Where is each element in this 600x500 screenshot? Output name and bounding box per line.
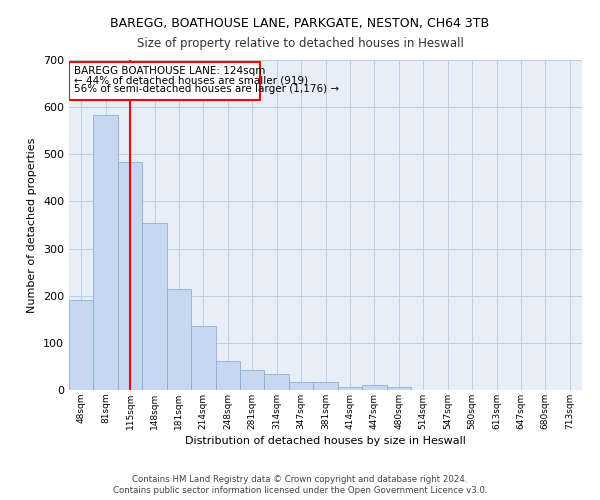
Bar bbox=[338, 386, 362, 390]
Bar bbox=[265, 374, 289, 390]
Bar bbox=[70, 62, 260, 100]
Bar bbox=[69, 300, 94, 390]
Bar bbox=[362, 385, 386, 390]
Text: BAREGG, BOATHOUSE LANE, PARKGATE, NESTON, CH64 3TB: BAREGG, BOATHOUSE LANE, PARKGATE, NESTON… bbox=[110, 18, 490, 30]
Bar bbox=[142, 222, 167, 390]
Bar bbox=[240, 370, 265, 390]
Text: ← 44% of detached houses are smaller (919): ← 44% of detached houses are smaller (91… bbox=[74, 75, 308, 85]
X-axis label: Distribution of detached houses by size in Heswall: Distribution of detached houses by size … bbox=[185, 436, 466, 446]
Bar bbox=[118, 162, 142, 390]
Bar bbox=[167, 288, 191, 390]
Bar bbox=[215, 361, 240, 390]
Bar bbox=[386, 387, 411, 390]
Bar bbox=[191, 326, 215, 390]
Y-axis label: Number of detached properties: Number of detached properties bbox=[28, 138, 37, 312]
Text: 56% of semi-detached houses are larger (1,176) →: 56% of semi-detached houses are larger (… bbox=[74, 84, 340, 94]
Text: Size of property relative to detached houses in Heswall: Size of property relative to detached ho… bbox=[137, 38, 463, 51]
Text: Contains public sector information licensed under the Open Government Licence v3: Contains public sector information licen… bbox=[113, 486, 487, 495]
Text: Contains HM Land Registry data © Crown copyright and database right 2024.: Contains HM Land Registry data © Crown c… bbox=[132, 475, 468, 484]
Bar bbox=[313, 382, 338, 390]
Bar bbox=[289, 382, 313, 390]
Text: BAREGG BOATHOUSE LANE: 124sqm: BAREGG BOATHOUSE LANE: 124sqm bbox=[74, 66, 266, 76]
Bar bbox=[94, 115, 118, 390]
